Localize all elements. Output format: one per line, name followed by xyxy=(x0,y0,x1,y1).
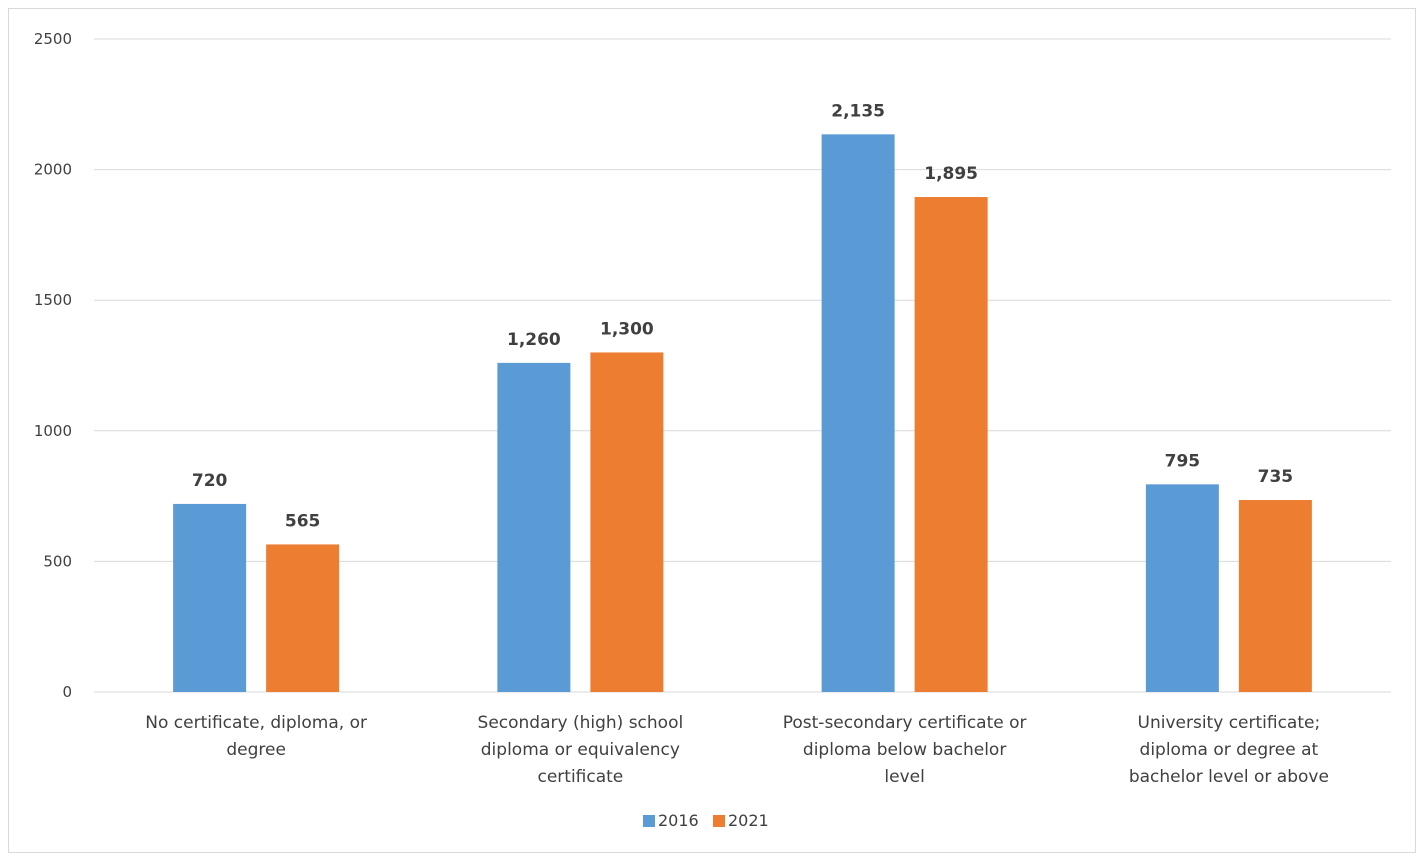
data-label: 1,300 xyxy=(600,319,654,339)
data-label: 795 xyxy=(1165,451,1201,471)
data-label: 720 xyxy=(192,471,228,491)
x-tick-label: Post-secondary certificate or xyxy=(783,713,1027,733)
legend-label: 2016 xyxy=(658,811,699,830)
y-tick-label: 1000 xyxy=(34,422,72,440)
bar-2021-1 xyxy=(590,352,664,692)
data-label: 1,895 xyxy=(924,164,978,184)
x-tick-label: degree xyxy=(226,740,286,760)
legend-swatch-2021 xyxy=(713,815,725,827)
data-label: 565 xyxy=(285,511,321,531)
y-tick-label: 2500 xyxy=(34,30,72,48)
y-tick-label: 2000 xyxy=(34,161,72,179)
x-tick-label: bachelor level or above xyxy=(1129,767,1329,787)
x-tick-label: diploma or equivalency xyxy=(481,740,680,760)
bar-2021-0 xyxy=(266,544,340,692)
data-label: 1,260 xyxy=(507,330,561,350)
bar-2016-0 xyxy=(173,503,247,692)
bar-2016-1 xyxy=(497,362,571,692)
bar-2016-3 xyxy=(1145,484,1219,692)
x-tick-label: certificate xyxy=(537,767,623,787)
x-tick-label: University certificate; xyxy=(1138,713,1321,733)
x-tick-label: diploma or degree at xyxy=(1140,740,1319,760)
bar-2021-3 xyxy=(1238,500,1312,692)
x-tick-label: Secondary (high) school xyxy=(478,713,684,733)
y-tick-label: 0 xyxy=(62,683,72,701)
data-label: 735 xyxy=(1258,467,1294,487)
x-tick-label: level xyxy=(884,767,924,787)
bar-2021-2 xyxy=(914,197,988,692)
y-tick-label: 500 xyxy=(43,552,72,570)
bar-2016-2 xyxy=(821,134,895,692)
x-tick-label: No certificate, diploma, or xyxy=(145,713,367,733)
x-tick-label: diploma below bachelor xyxy=(803,740,1006,760)
data-label: 2,135 xyxy=(831,101,885,121)
y-tick-label: 1500 xyxy=(34,291,72,309)
legend-swatch-2016 xyxy=(643,815,655,827)
legend-label: 2021 xyxy=(728,811,769,830)
